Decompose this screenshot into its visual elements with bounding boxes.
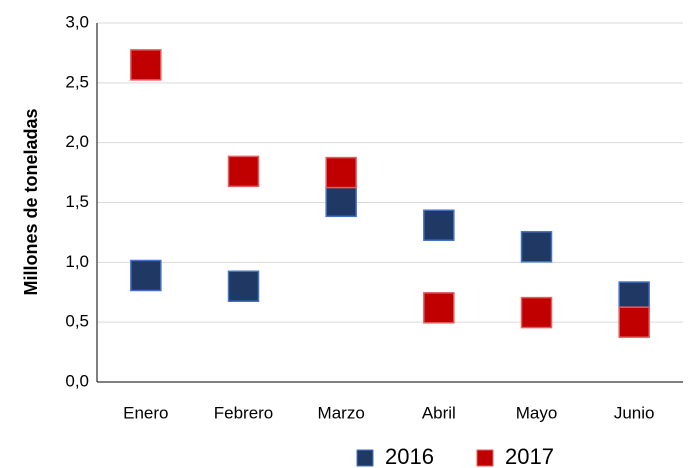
marker — [130, 49, 162, 81]
legend-swatch — [476, 449, 494, 467]
x-tick-label: Abril — [422, 403, 456, 422]
marker — [423, 209, 455, 241]
marker — [520, 231, 553, 263]
legend-swatch — [356, 449, 374, 467]
y-tick-label: 1,0 — [65, 252, 89, 271]
x-tick-label: Enero — [123, 403, 168, 422]
marker — [618, 306, 650, 338]
marker — [227, 270, 260, 303]
x-tick-label: Mayo — [516, 403, 558, 422]
y-tick-label: 0,5 — [65, 312, 89, 331]
legend-label: 2016 — [385, 444, 434, 468]
y-tick-label: 0,0 — [65, 371, 89, 390]
x-tick-label: Febrero — [214, 403, 274, 422]
marker — [130, 259, 162, 292]
marker — [325, 156, 357, 189]
y-tick-label: 1,5 — [65, 192, 89, 211]
marker — [227, 155, 260, 188]
x-tick-label: Junio — [614, 403, 655, 422]
y-axis-label: Millones de toneladas — [21, 108, 41, 295]
y-tick-label: 3,0 — [65, 12, 89, 31]
y-tick-label: 2,0 — [65, 132, 89, 151]
y-tick-label: 2,5 — [65, 72, 89, 91]
legend-label: 2017 — [505, 444, 554, 468]
marker — [423, 292, 455, 324]
marker — [325, 185, 357, 218]
marker — [520, 296, 553, 329]
x-tick-label: Marzo — [318, 403, 365, 422]
